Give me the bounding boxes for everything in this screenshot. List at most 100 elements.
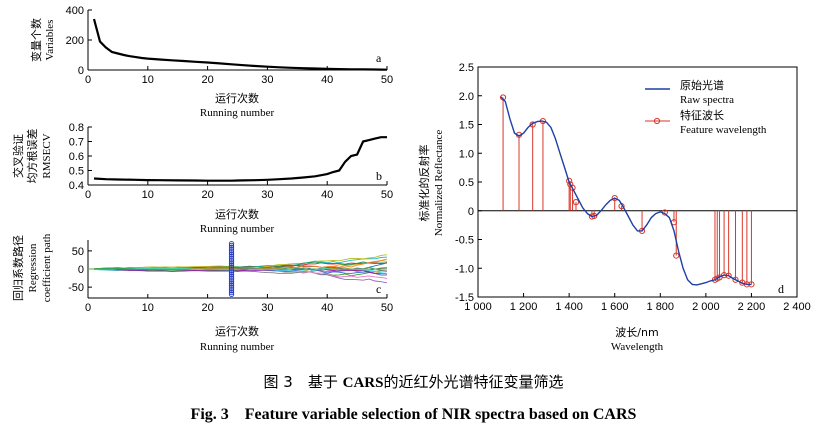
panel-d-xtick-label: 2 400 (783, 301, 811, 313)
panel-c-paths (88, 240, 388, 298)
panel-a-xtick-label: 50 (381, 74, 393, 86)
panel-c-marker-point (228, 255, 235, 261)
panel-c-marker-point (228, 286, 235, 292)
panel-c-marker-point (228, 266, 235, 272)
panel-a-axes: 0 10 20 30 40 50 0 200 400 (66, 5, 393, 86)
panel-b-xtick-label: 20 (201, 189, 213, 201)
panel-d-spectrum-line (500, 96, 752, 286)
panel-d-ytick-label: -0.5 (455, 235, 474, 247)
panel-c-xtick-label: 10 (142, 302, 154, 314)
panel-a-xlabel-en: Running number (200, 107, 275, 119)
panel-c-marker-point (228, 273, 235, 279)
panel-c-marker-point (228, 259, 235, 265)
panel-d-ylabel-zh: 标准化的反射率 (417, 145, 431, 222)
panel-c-ytick-label: 0 (78, 264, 84, 276)
panel-c-marker-point (228, 289, 235, 296)
panel-a-xtick-label: 0 (85, 74, 91, 86)
panel-c-xtick-label: 0 (85, 302, 91, 314)
panel-b-xlabel-zh: 运行次数 (215, 207, 259, 221)
panel-c-path (93, 267, 388, 275)
caption-zh: 图 3 基于 CARS的近红外光谱特征变量筛选 (263, 373, 564, 391)
panel-c-letter: c (376, 282, 381, 296)
panel-a-xtick-label: 10 (142, 74, 154, 86)
panel-c-marker-point (228, 284, 235, 290)
panel-b-ytick-label: 0.8 (69, 122, 84, 134)
legend-raw-en: Raw spectra (680, 94, 734, 106)
panel-a-xtick-label: 30 (261, 74, 273, 86)
panel-d-feature-point (673, 252, 680, 259)
panel-c-ylabel-zh: 回归系数路径 (11, 235, 25, 301)
panel-b-xlabel-en: Running number (200, 223, 275, 235)
panel-d-xtick-label: 1 600 (601, 301, 629, 313)
panel-d-xtick-label: 1 400 (555, 301, 583, 313)
panel-d-ytick-label: 1.5 (459, 120, 474, 132)
panel-d-ytick-label: 2.0 (459, 91, 474, 103)
panel-a-ytick-label: 0 (78, 65, 84, 77)
panel-d-axes: 1 000 1 200 1 400 1 600 1 800 2 000 2 200 2 400… (455, 62, 811, 313)
panel-d-xtick-label: 2 000 (692, 301, 720, 313)
panel-c-xtick-label: 20 (201, 302, 213, 314)
panel-a-xtick-label: 40 (321, 74, 333, 86)
panel-a-xlabel-zh: 运行次数 (215, 91, 259, 105)
panel-c-marker-point (228, 242, 235, 249)
panel-c-marker-point (228, 248, 235, 254)
panel-b-xtick-label: 40 (321, 189, 333, 201)
panel-c-marker-point (228, 260, 235, 267)
panel-b-ylabel-zh1: 交叉验证 (11, 134, 25, 178)
panel-c-marker-point (228, 240, 235, 247)
panel-a-letter: a (376, 51, 382, 65)
panel-b-ytick-label: 0.5 (69, 166, 84, 178)
panel-b-xtick-label: 0 (85, 189, 91, 201)
panel-c-xtick-label: 50 (381, 302, 393, 314)
panel-c-marker-point (228, 262, 235, 269)
panel-d-ytick-label: 0 (468, 206, 474, 218)
panel-d-ylabel-en: Normalized Reflectance (433, 130, 445, 237)
panel-c-marker-point (228, 280, 235, 287)
panel-c-marker-point (228, 251, 235, 258)
panel-c-xlabel-zh: 运行次数 (215, 324, 259, 338)
panel-b-ytick-label: 0.4 (69, 180, 84, 192)
panel-d-legend: 原始光谱 Raw spectra 特征波长 Feature wavelength (645, 78, 767, 136)
panel-d-xlabel-zh: 波长/nm (615, 326, 658, 339)
panel-b-ytick-label: 0.7 (69, 137, 84, 149)
panel-d-ytick-label: 0.5 (459, 177, 474, 189)
panel-d-xtick-label: 1 000 (464, 301, 492, 313)
legend-raw-zh: 原始光谱 (680, 78, 724, 92)
panel-d-ytick-label: 2.5 (459, 62, 474, 74)
panel-b-ylabel-en: RMSECV (41, 133, 53, 178)
panel-a-xtick-label: 20 (201, 74, 213, 86)
caption-en: Fig. 3 Feature variable selection of NIR… (190, 406, 637, 423)
panel-a-ytick-label: 200 (66, 35, 84, 47)
panel-d-ytick-label: -1.5 (455, 292, 474, 304)
panel-c-marker-point (228, 279, 235, 285)
panel-c-xtick-label: 40 (321, 302, 333, 314)
panel-c-marker-point (228, 291, 235, 298)
panel-d-xtick-label: 1 200 (510, 301, 538, 313)
panel-b-xtick-label: 10 (142, 189, 154, 201)
panel-b-xtick-label: 50 (381, 189, 393, 201)
panel-d-xtick-label: 2 200 (738, 301, 766, 313)
panel-b-axes: 0 10 20 30 40 50 0.4 0.5 0.6 0.7 0.8 (69, 122, 393, 201)
panel-d-feature-point (529, 121, 536, 128)
panel-d-letter: d (778, 282, 784, 296)
panel-b-ytick-label: 0.6 (69, 151, 84, 163)
panel-d-features (499, 94, 755, 288)
panel-c-marker-point (228, 288, 235, 294)
panel-d-xtick-label: 1 800 (647, 301, 675, 313)
panel-c-marker-point (228, 257, 235, 263)
panel-a-ytick-label: 400 (66, 5, 84, 17)
panel-d-ytick-label: 1.0 (459, 148, 474, 160)
panel-c-marker-point (228, 282, 235, 288)
panel-d-xlabel-en: Wavelength (611, 341, 664, 353)
panel-c-marker-point (228, 268, 235, 274)
panel-d-feature-point (732, 276, 739, 283)
panel-c-marker-point (228, 275, 235, 281)
panel-b-series-line (93, 136, 387, 182)
panel-b-letter: b (376, 169, 382, 183)
panel-a-ylabel-zh: 变量个数 (29, 18, 43, 62)
panel-c-ylabel-en2: coefficient path (41, 233, 53, 302)
panel-c-marker-point (228, 244, 235, 250)
panel-c-marker-point (228, 253, 235, 259)
